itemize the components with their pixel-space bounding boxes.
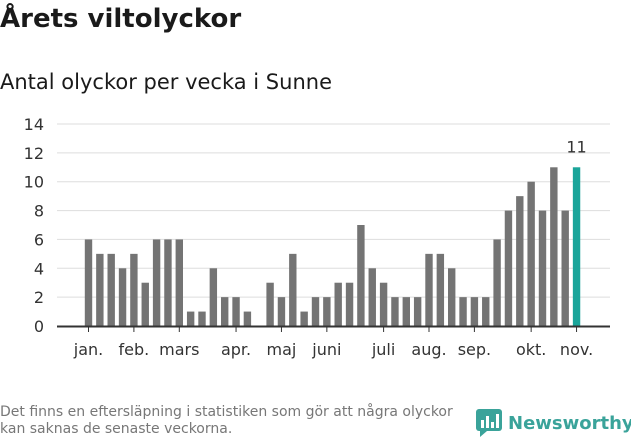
bar [550,167,558,326]
x-tick-label: nov. [560,340,593,359]
bar [538,210,547,326]
bar [186,311,195,326]
bar [334,282,342,326]
x-tick-label: juli [371,340,395,359]
footnote: Det finns en eftersläpning i statistiken… [0,404,453,437]
x-tick-label: jan. [73,340,103,359]
brand-name: Newsworthy [508,412,631,434]
bar [141,282,149,326]
chart-title: Årets viltolyckor [0,4,242,34]
y-tick-label: 14 [24,115,44,134]
bar [493,239,501,326]
x-tick-label: maj [267,340,297,359]
bar [130,253,138,326]
bar [311,297,320,326]
bar [152,239,161,326]
y-tick-label: 12 [24,144,44,163]
bar [266,282,274,326]
y-tick-label: 4 [34,259,44,278]
bar [209,268,218,326]
x-tick-label: aug. [411,340,446,359]
bar [289,253,297,326]
bar [175,239,183,326]
x-tick-label: feb. [119,340,150,359]
bar [561,210,569,326]
bar [402,297,410,326]
x-tick-label: mars [159,340,199,359]
bar [118,268,127,326]
newsworthy-icon [476,409,502,437]
data-label: 11 [566,137,586,156]
bar [232,297,240,326]
bar [448,268,456,326]
y-tick-label: 6 [34,230,44,249]
y-tick-label: 0 [34,317,44,336]
bar [504,210,513,326]
bar [198,311,206,326]
bar [84,239,93,326]
bar [391,297,399,326]
bar [96,253,104,326]
bar [368,268,376,326]
x-tick-label: sep. [458,340,491,359]
bar [413,297,422,326]
bar [345,282,354,326]
bar [459,297,467,326]
bar [300,311,308,326]
newsworthy-logo: Newsworthy [476,407,631,439]
bar [357,225,365,326]
y-tick-label: 2 [34,288,44,307]
bar [470,297,479,326]
x-tick-label: juni [311,340,341,359]
bar-highlight [572,167,581,326]
chart-subtitle: Antal olyckor per vecka i Sunne [0,70,332,94]
x-tick-label: okt. [516,340,546,359]
bar [482,297,490,326]
bar [107,253,115,326]
bar [436,253,445,326]
y-tick-label: 8 [34,202,44,221]
bar [164,239,172,326]
x-tick-label: apr. [221,340,251,359]
bar [323,297,331,326]
y-tick-label: 10 [24,173,44,192]
bar [277,297,286,326]
bar [243,311,252,326]
bar-chart: 0 2 4 6 8 10 12 14 11 jan. feb. mars apr. maj juni juli… [24,115,610,359]
bar [221,297,229,326]
bar [425,253,433,326]
bar [527,181,535,326]
bar [379,282,388,326]
bar [516,196,524,326]
